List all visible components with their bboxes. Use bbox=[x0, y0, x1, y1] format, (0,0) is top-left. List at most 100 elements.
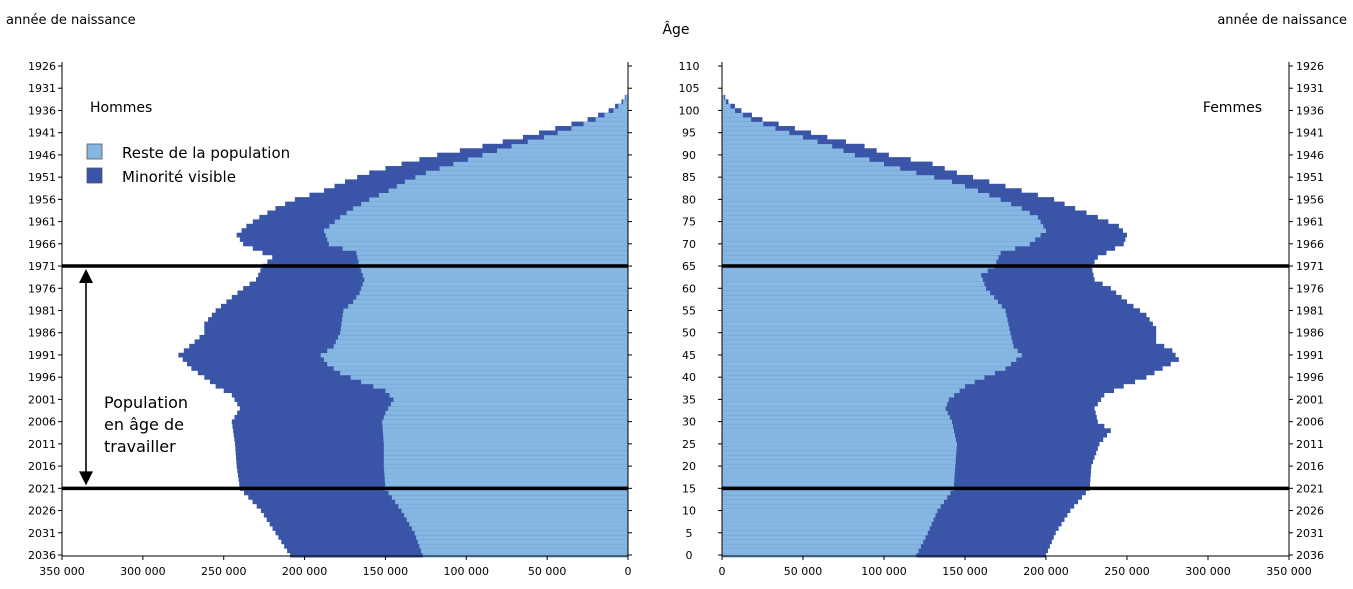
bar-rest bbox=[384, 477, 628, 482]
bar-rest bbox=[625, 94, 628, 100]
bar-rest bbox=[383, 463, 628, 469]
year-tick-label-left: 1981 bbox=[28, 305, 56, 318]
bar-rest bbox=[342, 246, 628, 251]
bar-rest bbox=[722, 134, 803, 140]
bar-rest bbox=[722, 188, 978, 193]
x-tick-label-right: 300 000 bbox=[1185, 565, 1231, 578]
year-tick-label-right: 1966 bbox=[1296, 238, 1324, 251]
bar-rest bbox=[571, 126, 628, 131]
bar-rest bbox=[425, 170, 628, 176]
bar-rest bbox=[385, 388, 628, 394]
bar-rest bbox=[340, 370, 628, 376]
bar-rest bbox=[406, 517, 628, 522]
year-tick-label-right: 2026 bbox=[1296, 505, 1324, 518]
bar-rest bbox=[722, 552, 917, 558]
bar-rest bbox=[618, 103, 628, 109]
year-tick-label-right: 2021 bbox=[1296, 482, 1324, 495]
bar-rest bbox=[335, 339, 628, 345]
bar-rest bbox=[320, 352, 628, 358]
bar-rest bbox=[722, 112, 744, 118]
bar-rest bbox=[722, 450, 957, 456]
bar-rest bbox=[361, 286, 628, 291]
bar-rest bbox=[722, 383, 965, 389]
bar-rest bbox=[340, 214, 628, 220]
bar-rest bbox=[722, 139, 818, 145]
age-tick-label: 30 bbox=[682, 416, 696, 429]
bar-rest bbox=[722, 348, 1018, 354]
age-tick-label: 50 bbox=[682, 327, 696, 340]
year-tick-label-right: 2006 bbox=[1296, 416, 1324, 429]
bar-rest bbox=[341, 321, 628, 327]
bar-rest bbox=[369, 197, 628, 202]
bar-rest bbox=[364, 277, 628, 282]
bar-rest bbox=[722, 508, 938, 514]
age-tick-label: 80 bbox=[682, 193, 696, 206]
bar-rest bbox=[346, 210, 628, 216]
bar-rest bbox=[356, 250, 628, 256]
annotation-line-3: travailler bbox=[104, 437, 176, 456]
year-tick-label-right: 2016 bbox=[1296, 460, 1324, 473]
bar-rest bbox=[325, 232, 628, 238]
bar-rest bbox=[383, 446, 628, 451]
year-tick-label-left: 1961 bbox=[28, 216, 56, 229]
year-tick-label-left: 2031 bbox=[28, 527, 56, 540]
bar-rest bbox=[333, 366, 628, 371]
bar-rest bbox=[722, 179, 953, 185]
bar-rest bbox=[415, 174, 628, 180]
x-tick-label-right: 350 000 bbox=[1266, 565, 1312, 578]
x-tick-label-right: 150 000 bbox=[942, 565, 988, 578]
bar-rest bbox=[722, 126, 776, 131]
bar-rest bbox=[382, 428, 628, 434]
year-tick-label-left: 1976 bbox=[28, 282, 56, 295]
bar-rest bbox=[722, 174, 935, 180]
working-age-annotation: Population en âge de travailler bbox=[104, 393, 193, 456]
bar-rest bbox=[722, 214, 1038, 220]
year-tick-label-left: 1941 bbox=[28, 127, 56, 140]
bar-rest bbox=[722, 406, 946, 411]
bar-rest bbox=[722, 308, 1006, 314]
bar-rest bbox=[604, 112, 628, 118]
bar-rest bbox=[722, 228, 1046, 234]
bar-rest bbox=[722, 454, 956, 460]
bar-rest bbox=[722, 361, 1011, 367]
bar-rest bbox=[722, 303, 1002, 309]
year-tick-label-left: 1926 bbox=[28, 60, 56, 73]
x-tick-label-left: 350 000 bbox=[39, 565, 85, 578]
bar-rest bbox=[722, 437, 956, 442]
x-tick-label-right: 0 bbox=[719, 565, 726, 578]
bar-rest bbox=[395, 499, 628, 505]
bar-rest bbox=[722, 326, 1010, 331]
legend-swatch-minority bbox=[86, 167, 103, 184]
bar-rest bbox=[722, 161, 884, 167]
bar-rest bbox=[722, 459, 956, 465]
bar-rest bbox=[722, 272, 982, 278]
bar-rest bbox=[722, 343, 1014, 349]
bar-rest bbox=[385, 481, 628, 487]
bar-rest bbox=[722, 143, 833, 149]
bar-rest bbox=[722, 503, 941, 509]
bar-rest bbox=[722, 121, 764, 127]
bar-rest bbox=[722, 268, 988, 274]
bar-rest bbox=[722, 241, 1030, 247]
bar-rest bbox=[722, 419, 953, 425]
year-tick-label-left: 1986 bbox=[28, 327, 56, 340]
bar-rest bbox=[356, 294, 628, 300]
bar-rest bbox=[453, 161, 628, 167]
bar-rest bbox=[722, 206, 1022, 211]
bar-rest bbox=[722, 108, 735, 113]
year-tick-label-left: 2011 bbox=[28, 438, 56, 451]
age-axis-title: Âge bbox=[662, 20, 689, 38]
year-tick-label-left: 1971 bbox=[28, 260, 56, 273]
age-tick-label: 55 bbox=[682, 305, 696, 318]
year-tick-label-left: 1931 bbox=[28, 82, 56, 95]
bar-rest bbox=[527, 139, 628, 145]
legend: Reste de la population Minorité visible bbox=[86, 143, 290, 186]
bar-rest bbox=[327, 361, 628, 367]
year-tick-label-right: 1996 bbox=[1296, 371, 1324, 384]
bar-rest bbox=[722, 94, 725, 100]
bar-rest bbox=[383, 437, 628, 442]
bar-rest bbox=[722, 152, 855, 158]
bar-rest bbox=[722, 410, 948, 416]
bar-rest bbox=[722, 432, 955, 438]
x-tick-label-left: 100 000 bbox=[444, 565, 490, 578]
